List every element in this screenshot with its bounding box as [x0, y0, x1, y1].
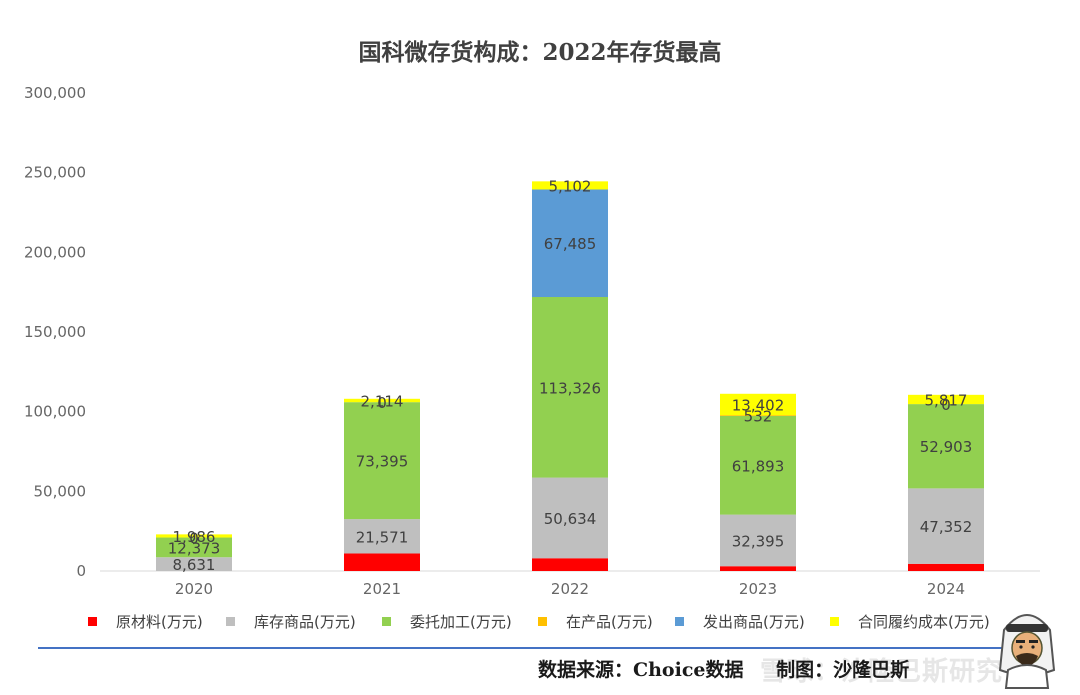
bar-segment — [720, 393, 796, 416]
data-label: 0 — [377, 394, 387, 412]
x-tick-label: 2024 — [927, 580, 965, 598]
bar-segment — [156, 534, 232, 538]
y-axis-tick-labels: 0 50,000 100,000 150,000 200,000 250,000 300,0… — [24, 84, 86, 580]
legend-swatch — [382, 617, 391, 626]
legend-label: 委托加工(万元) — [410, 613, 512, 631]
bar-segment — [720, 566, 796, 571]
data-label: 0 — [941, 396, 951, 414]
legend-label: 原材料(万元) — [116, 613, 203, 631]
footer-divider — [38, 647, 1038, 649]
bar-segment — [532, 477, 608, 559]
data-label: 61,893 — [732, 457, 785, 475]
y-tick-label: 50,000 — [34, 482, 87, 500]
x-tick-label: 2021 — [363, 580, 401, 598]
bar-segment — [908, 563, 984, 571]
data-label: 2,114 — [361, 392, 404, 410]
bar-segment — [532, 558, 608, 571]
legend-swatch — [226, 617, 235, 626]
data-label: 5,817 — [925, 391, 968, 409]
data-label: 67,485 — [544, 235, 597, 253]
bar-segment — [908, 488, 984, 564]
y-tick-label: 300,000 — [24, 84, 86, 102]
bar-segment — [156, 537, 232, 558]
chart-author-text: 制图：沙隆巴斯 — [776, 659, 910, 681]
legend-swatch — [88, 617, 97, 626]
legend-label: 库存商品(万元) — [254, 613, 356, 631]
bar-segment — [532, 297, 608, 478]
y-tick-label: 0 — [76, 562, 86, 580]
bar-segment — [720, 415, 796, 416]
bar-segment — [908, 394, 984, 405]
legend: 原材料(万元) 库存商品(万元) 委托加工(万元) 在产品(万元) 发出商品(万元) 合同… — [88, 613, 990, 631]
legend-label: 发出商品(万元) — [703, 613, 805, 631]
y-tick-label: 250,000 — [24, 164, 86, 182]
data-label: 21,571 — [356, 528, 409, 546]
data-source-text: 数据来源：Choice数据 — [538, 659, 744, 681]
data-label: 532 — [744, 408, 773, 426]
avatar-icon — [998, 614, 1056, 689]
y-tick-label: 150,000 — [24, 323, 86, 341]
data-label: 8,631 — [173, 556, 216, 574]
bar-segment — [344, 519, 420, 554]
data-label: 47,352 — [920, 518, 973, 536]
data-label: 0 — [189, 530, 199, 548]
source-line: 数据来源：Choice数据 制图：沙隆巴斯 — [538, 655, 935, 682]
data-label: 13,402 — [732, 396, 785, 414]
watermark-text: 雪球：沙隆巴斯研究 — [760, 657, 1004, 687]
data-label: 52,903 — [920, 438, 973, 456]
bar-segment — [344, 402, 420, 520]
data-label: 113,326 — [539, 379, 601, 397]
chart-title: 国科微存货构成：2022年存货最高 — [358, 39, 721, 66]
x-tick-label: 2020 — [175, 580, 213, 598]
bar-segment — [344, 398, 420, 403]
data-label: 1,986 — [173, 528, 216, 546]
data-label: 5,102 — [549, 177, 592, 195]
bar-segment — [532, 189, 608, 298]
bar-stacks — [156, 181, 984, 571]
bar-segment — [720, 415, 796, 515]
bar-segment — [720, 514, 796, 567]
bar-segment — [156, 557, 232, 571]
y-tick-label: 100,000 — [24, 403, 86, 421]
bar-segment — [908, 404, 984, 489]
bar-segment — [344, 553, 420, 571]
legend-label: 合同履约成本(万元) — [858, 613, 990, 631]
legend-label: 在产品(万元) — [566, 613, 653, 631]
x-tick-label: 2022 — [551, 580, 589, 598]
x-axis-tick-labels: 2020 2021 2022 2023 2024 — [175, 580, 965, 598]
data-label: 73,395 — [356, 453, 409, 471]
inventory-stacked-bar-chart: 国科微存货构成：2022年存货最高 0 50,000 100,000 150,000 2… — [24, 39, 1040, 631]
data-label: 12,373 — [168, 539, 221, 557]
x-tick-label: 2023 — [739, 580, 777, 598]
legend-swatch — [830, 617, 839, 626]
data-label: 50,634 — [544, 510, 597, 528]
data-label: 32,395 — [732, 532, 785, 550]
bar-segment — [532, 181, 608, 190]
y-tick-label: 200,000 — [24, 243, 86, 261]
legend-swatch — [538, 617, 547, 626]
legend-swatch — [675, 617, 684, 626]
